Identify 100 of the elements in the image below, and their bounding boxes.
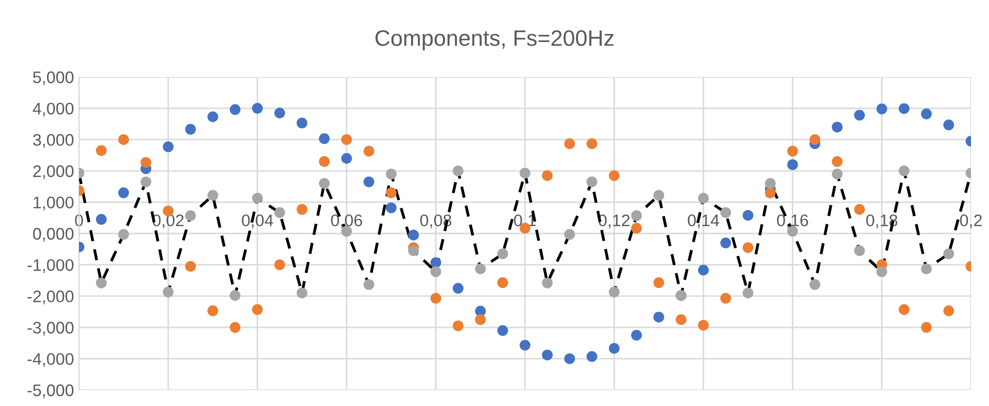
point bbox=[364, 279, 374, 290]
y-tick-label: 0,000 bbox=[33, 228, 74, 242]
point bbox=[408, 245, 419, 256]
point bbox=[162, 141, 174, 152]
point bbox=[96, 278, 107, 288]
point bbox=[497, 277, 508, 288]
point bbox=[318, 156, 330, 167]
point bbox=[787, 159, 798, 170]
point bbox=[898, 304, 910, 315]
y-tick-label: -2,000 bbox=[28, 290, 74, 304]
point bbox=[653, 312, 664, 322]
point bbox=[252, 102, 263, 114]
point bbox=[631, 210, 642, 222]
point bbox=[318, 178, 330, 189]
point bbox=[898, 103, 910, 114]
point bbox=[564, 229, 575, 240]
point bbox=[742, 242, 754, 253]
point bbox=[720, 238, 732, 248]
point bbox=[810, 134, 820, 145]
point bbox=[876, 104, 888, 114]
point bbox=[140, 157, 152, 168]
point bbox=[230, 290, 240, 301]
point bbox=[341, 153, 352, 164]
point bbox=[252, 304, 263, 315]
point bbox=[274, 207, 286, 218]
point bbox=[118, 187, 129, 198]
x-tick-label: 0,16 bbox=[777, 214, 808, 228]
point bbox=[497, 248, 508, 260]
point bbox=[876, 266, 888, 278]
point bbox=[296, 204, 308, 215]
point bbox=[386, 187, 397, 198]
x-tick-label: 0,08 bbox=[420, 214, 452, 228]
point bbox=[631, 222, 642, 234]
point bbox=[386, 202, 397, 214]
x-tick-label: 0,04 bbox=[242, 214, 274, 228]
point bbox=[408, 230, 419, 240]
point bbox=[207, 111, 218, 122]
point bbox=[921, 108, 932, 120]
point bbox=[653, 190, 664, 201]
point bbox=[943, 305, 954, 316]
point bbox=[854, 204, 865, 215]
point bbox=[586, 176, 598, 188]
point bbox=[185, 124, 196, 135]
point bbox=[207, 190, 218, 201]
point bbox=[720, 292, 732, 304]
point bbox=[698, 264, 709, 276]
point bbox=[118, 134, 129, 145]
point bbox=[386, 168, 397, 180]
chart-title: Components, Fs=200Hz bbox=[376, 30, 614, 50]
point bbox=[764, 178, 776, 189]
y-tick-label: 4,000 bbox=[32, 102, 74, 116]
point bbox=[698, 320, 709, 331]
point bbox=[564, 138, 575, 150]
point bbox=[185, 260, 196, 272]
point bbox=[854, 245, 865, 256]
point bbox=[364, 146, 374, 157]
point bbox=[274, 259, 286, 270]
point bbox=[943, 120, 954, 130]
point bbox=[586, 138, 598, 150]
point bbox=[520, 340, 530, 351]
point bbox=[943, 248, 954, 260]
point bbox=[162, 286, 174, 298]
point bbox=[296, 288, 308, 298]
y-tick-label: 1,000 bbox=[34, 196, 74, 210]
point bbox=[676, 314, 686, 325]
point bbox=[542, 278, 553, 288]
point bbox=[542, 350, 553, 360]
point bbox=[430, 292, 442, 304]
point bbox=[586, 351, 598, 362]
point bbox=[921, 263, 932, 274]
point bbox=[230, 322, 240, 333]
point bbox=[96, 214, 107, 225]
point bbox=[118, 229, 129, 240]
point bbox=[318, 133, 330, 144]
point bbox=[430, 266, 442, 278]
point bbox=[854, 110, 865, 121]
point bbox=[296, 118, 308, 128]
point bbox=[452, 320, 464, 332]
x-tick-label: 0,18 bbox=[866, 214, 898, 228]
point bbox=[608, 342, 620, 354]
point bbox=[653, 277, 664, 288]
x-tick-label: 0,06 bbox=[331, 214, 362, 228]
point bbox=[252, 192, 263, 204]
point bbox=[720, 207, 732, 218]
y-tick-label: 3,000 bbox=[33, 134, 74, 148]
point bbox=[185, 210, 196, 222]
point bbox=[787, 146, 798, 157]
y-tick-label: 5,000 bbox=[33, 71, 74, 86]
point bbox=[921, 322, 932, 333]
point bbox=[364, 176, 374, 188]
y-tick-label: -3,000 bbox=[28, 322, 74, 336]
point bbox=[742, 210, 754, 221]
point bbox=[764, 187, 776, 198]
point bbox=[542, 170, 553, 181]
point bbox=[520, 168, 530, 178]
point bbox=[475, 263, 486, 274]
point bbox=[631, 330, 642, 341]
point bbox=[898, 166, 910, 176]
point bbox=[608, 286, 620, 298]
point bbox=[564, 353, 575, 364]
